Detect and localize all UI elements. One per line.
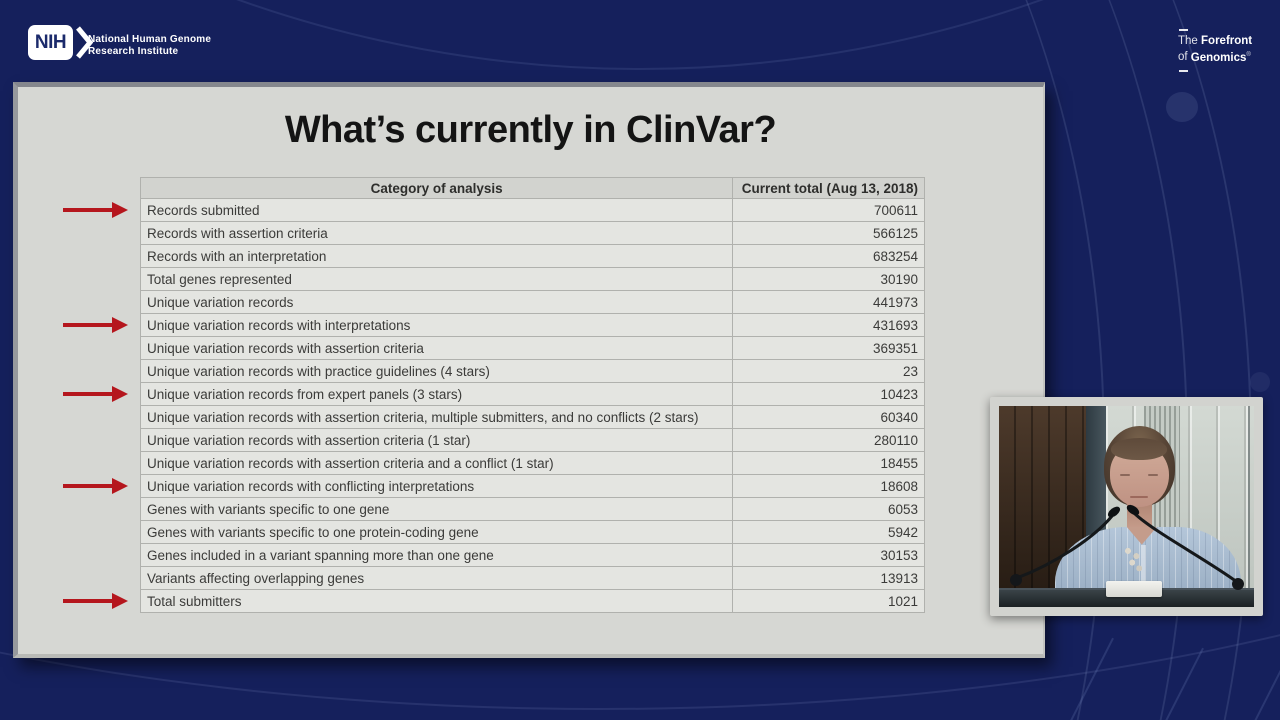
nih-logo-text: NIH xyxy=(28,25,73,60)
value-cell: 369351 xyxy=(732,336,925,360)
value-cell: 5942 xyxy=(732,520,925,544)
presentation-slide: What’s currently in ClinVar? Category of… xyxy=(13,82,1045,658)
value-cell: 18608 xyxy=(732,474,925,498)
tagline: The Forefront of Genomics® xyxy=(1178,27,1252,72)
table-row: Records with assertion criteria 566125 xyxy=(139,221,925,245)
table-row: Genes with variants specific to one gene… xyxy=(139,497,925,521)
table-row: Unique variation records 441973 xyxy=(139,290,925,314)
table-row: Unique variation records with practice g… xyxy=(139,359,925,383)
tagline-dash-bottom xyxy=(1179,69,1188,72)
deco-diagonal-2 xyxy=(1134,647,1204,720)
category-cell: Genes included in a variant spanning mor… xyxy=(147,547,494,563)
red-arrow-icon xyxy=(63,202,128,218)
column-header-total: Current total (Aug 13, 2018) xyxy=(732,177,925,199)
category-cell: Records with an interpretation xyxy=(147,248,327,264)
value-cell: 18455 xyxy=(732,451,925,475)
header: NIH National Human Genome Research Insti… xyxy=(0,0,1280,82)
podium-paper xyxy=(1106,580,1163,597)
value-cell: 1021 xyxy=(732,589,925,613)
table-row: Total genes represented 30190 xyxy=(139,267,925,291)
value-cell: 30190 xyxy=(732,267,925,291)
wall-edge-line xyxy=(1247,406,1250,607)
nih-chevron-icon xyxy=(76,26,94,59)
value-cell: 6053 xyxy=(732,497,925,521)
category-cell: Unique variation records with interpreta… xyxy=(147,317,411,333)
speaker-hair-fringe xyxy=(1111,438,1168,461)
category-cell: Unique variation records with practice g… xyxy=(147,363,490,379)
category-cell: Unique variation records with assertion … xyxy=(147,340,424,356)
category-cell: Unique variation records with assertion … xyxy=(147,409,699,425)
category-cell: Genes with variants specific to one gene xyxy=(147,501,390,517)
value-cell: 566125 xyxy=(732,221,925,245)
category-cell: Records submitted xyxy=(147,202,260,218)
microphone-icon xyxy=(1010,504,1244,590)
deco-diagonal-1 xyxy=(1044,637,1114,720)
speaker-mouth xyxy=(1130,496,1149,499)
org-name-line2: Research Institute xyxy=(88,46,179,57)
red-arrow-icon xyxy=(63,478,128,494)
value-cell: 700611 xyxy=(732,198,925,222)
category-cell: Total submitters xyxy=(147,593,242,609)
speaker-scene xyxy=(999,406,1254,607)
table-row: Genes included in a variant spanning mor… xyxy=(139,543,925,567)
category-cell: Unique variation records with conflictin… xyxy=(147,478,475,494)
table-row: Unique variation records from expert pan… xyxy=(63,382,925,406)
nih-logo: NIH xyxy=(28,25,95,60)
value-cell: 280110 xyxy=(732,428,925,452)
red-arrow-icon xyxy=(63,386,128,402)
table-row: Records with an interpretation 683254 xyxy=(139,244,925,268)
table-row: Records submitted 700611 xyxy=(63,198,925,222)
table-row: Unique variation records with assertion … xyxy=(139,336,925,360)
column-header-category: Category of analysis xyxy=(139,177,734,199)
category-cell: Records with assertion criteria xyxy=(147,225,328,241)
value-cell: 60340 xyxy=(732,405,925,429)
table-row: Genes with variants specific to one prot… xyxy=(139,520,925,544)
category-cell: Variants affecting overlapping genes xyxy=(147,570,365,586)
table-row: Unique variation records with conflictin… xyxy=(63,474,925,498)
org-name: National Human Genome Research Institute xyxy=(88,34,211,58)
value-cell: 441973 xyxy=(732,290,925,314)
value-cell: 23 xyxy=(732,359,925,383)
value-cell: 30153 xyxy=(732,543,925,567)
value-cell: 683254 xyxy=(732,244,925,268)
category-cell: Unique variation records with assertion … xyxy=(147,432,471,448)
value-cell: 431693 xyxy=(732,313,925,337)
red-arrow-icon xyxy=(63,593,128,609)
clinvar-table: Category of analysis Current total (Aug … xyxy=(63,177,925,613)
video-inset xyxy=(990,397,1263,616)
value-cell: 10423 xyxy=(732,382,925,406)
deco-dot-1 xyxy=(1166,92,1198,122)
value-cell: 13913 xyxy=(732,566,925,590)
speaker-necklace xyxy=(1121,546,1150,573)
tagline-dash-top xyxy=(1179,29,1188,31)
org-name-line1: National Human Genome xyxy=(88,34,212,45)
category-cell: Unique variation records with assertion … xyxy=(147,455,554,471)
table-row: Unique variation records with interpreta… xyxy=(63,313,925,337)
table-row: Unique variation records with assertion … xyxy=(139,405,925,429)
category-cell: Total genes represented xyxy=(147,271,292,287)
red-arrow-icon xyxy=(63,317,128,333)
category-cell: Unique variation records xyxy=(147,294,294,310)
category-cell: Unique variation records from expert pan… xyxy=(147,386,463,402)
table-row: Variants affecting overlapping genes 1391… xyxy=(139,566,925,590)
deco-diagonal-3 xyxy=(1218,657,1280,720)
table-row: Unique variation records with assertion … xyxy=(139,428,925,452)
trademark-symbol: ® xyxy=(1246,51,1251,58)
table-header-row: Category of analysis Current total (Aug … xyxy=(139,177,925,199)
table-row: Unique variation records with assertion … xyxy=(139,451,925,475)
deco-dot-2 xyxy=(1250,372,1270,392)
tagline-line1: The Forefront xyxy=(1178,35,1253,47)
table-row: Total submitters 1021 xyxy=(63,589,925,613)
slide-title: What’s currently in ClinVar? xyxy=(284,109,777,151)
tagline-line2: of Genomics® xyxy=(1178,51,1251,64)
category-cell: Genes with variants specific to one prot… xyxy=(147,524,479,540)
